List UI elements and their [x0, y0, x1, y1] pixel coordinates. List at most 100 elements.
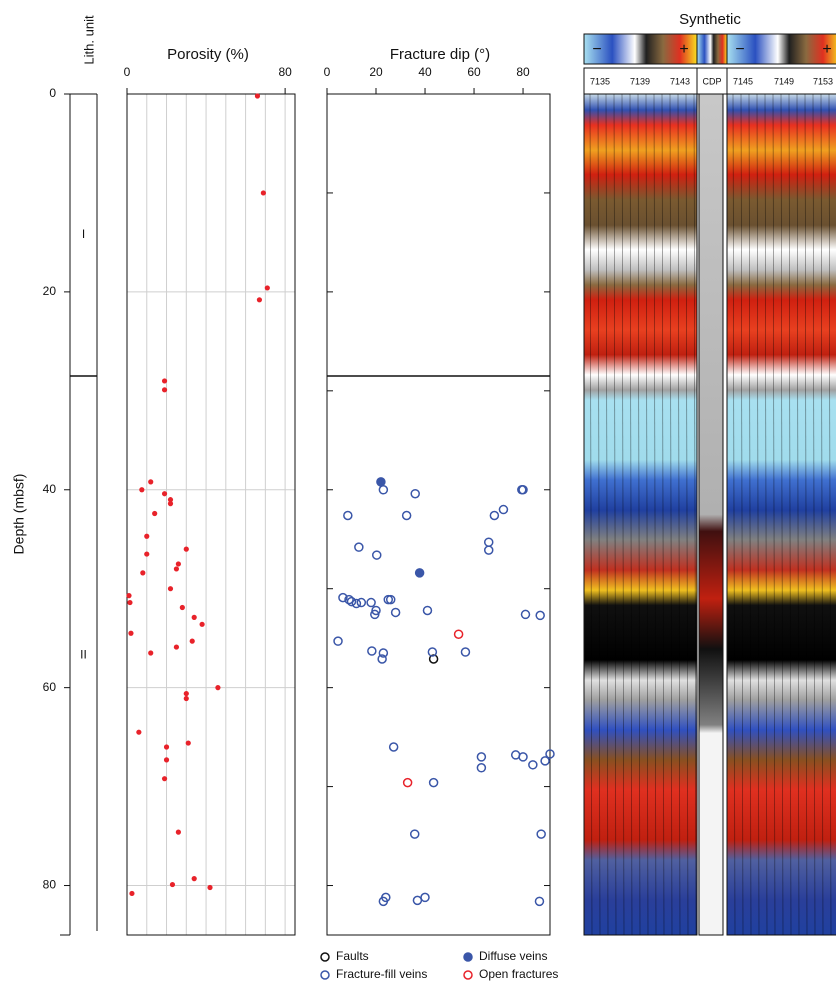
fracture-point — [416, 569, 424, 577]
synthetic-panel: Synthetic − + − + 7135 7139 7143 CDP 714… — [584, 11, 836, 935]
porosity-point — [128, 631, 133, 636]
legend-label: Fracture-fill veins — [336, 967, 427, 981]
fracture-point — [485, 546, 493, 554]
porosity-point — [152, 511, 157, 516]
x-tick-label: 60 — [467, 65, 481, 79]
seismic-section — [584, 94, 697, 935]
porosity-point — [190, 639, 195, 644]
legend-label: Faults — [336, 949, 369, 963]
fracture-point — [477, 764, 485, 772]
porosity-point — [184, 696, 189, 701]
x-tick-label: 80 — [278, 65, 292, 79]
fracture-point — [344, 511, 352, 519]
y-tick-label: 40 — [43, 482, 57, 496]
fracture-point — [423, 606, 431, 614]
fracture-point — [403, 511, 411, 519]
minus-label: − — [735, 41, 744, 58]
porosity-point — [174, 566, 179, 571]
porosity-point — [255, 93, 260, 98]
legend-label: Diffuse veins — [479, 949, 547, 963]
fracture-point — [392, 608, 400, 616]
porosity-point — [144, 551, 149, 556]
porosity-point — [174, 644, 179, 649]
porosity-point — [136, 730, 141, 735]
plot-frame — [327, 94, 550, 935]
fracture-point — [455, 630, 463, 638]
fracture-point — [536, 611, 544, 619]
porosity-point — [184, 547, 189, 552]
unit-label: I — [82, 227, 85, 241]
trace-label: 7153 — [813, 76, 833, 86]
porosity-point — [126, 593, 131, 598]
fracture-point — [357, 599, 365, 607]
x-tick-label: 0 — [124, 65, 131, 79]
fracture-point — [390, 743, 398, 751]
porosity-point — [192, 615, 197, 620]
porosity-point — [162, 776, 167, 781]
trace-label: 7149 — [774, 76, 794, 86]
x-tick-label: 20 — [369, 65, 383, 79]
plot-frame — [127, 94, 295, 935]
fracture-point — [348, 598, 356, 606]
fracture-point — [368, 647, 376, 655]
cdp-label: CDP — [702, 76, 721, 86]
porosity-point — [170, 882, 175, 887]
fracture-point — [379, 486, 387, 494]
minus-label: − — [592, 41, 601, 58]
porosity-point — [164, 757, 169, 762]
fracture-point — [461, 648, 469, 656]
porosity-point — [162, 378, 167, 383]
fracture-point — [373, 551, 381, 559]
plus-label: + — [679, 41, 688, 58]
porosity-point — [162, 387, 167, 392]
legend-marker — [321, 953, 329, 961]
fracture-point — [367, 599, 375, 607]
y-axis-label: Depth (mbsf) — [11, 474, 27, 555]
trace-label: 7135 — [590, 76, 610, 86]
porosity-point — [192, 876, 197, 881]
trace-label: 7139 — [630, 76, 650, 86]
porosity-point — [265, 285, 270, 290]
porosity-point — [168, 501, 173, 506]
porosity-point — [261, 190, 266, 195]
synthetic-title: Synthetic — [679, 11, 741, 28]
porosity-point — [162, 491, 167, 496]
legend-marker — [464, 953, 472, 961]
porosity-point — [164, 744, 169, 749]
panel-title: Porosity (%) — [167, 46, 249, 63]
y-tick-label: 20 — [43, 284, 57, 298]
porosity-point — [144, 534, 149, 539]
porosity-point — [186, 740, 191, 745]
fracture-point — [411, 490, 419, 498]
figure: Synthetic − + − + 7135 7139 7143 CDP 714… — [0, 0, 836, 981]
porosity-point — [180, 605, 185, 610]
fracture-point — [519, 753, 527, 761]
x-tick-label: 40 — [418, 65, 432, 79]
porosity-point — [176, 561, 181, 566]
fracture-point — [521, 610, 529, 618]
y-tick-label: 60 — [43, 680, 57, 694]
fracture-point — [355, 543, 363, 551]
trace-label: 7145 — [733, 76, 753, 86]
fracture-point — [535, 897, 543, 905]
porosity-point — [148, 650, 153, 655]
panel-title: Fracture dip (°) — [390, 46, 490, 63]
y-tick-label: 0 — [49, 86, 56, 100]
porosity-point — [148, 479, 153, 484]
plots: 020406080IIILith. unitDepth (mbsf)Porosi… — [11, 15, 559, 981]
fracture-point — [499, 506, 507, 514]
fracture-point — [485, 538, 493, 546]
porosity-point — [257, 297, 262, 302]
porosity-point — [207, 885, 212, 890]
y-tick-label: 80 — [43, 878, 57, 892]
fracture-point — [411, 830, 419, 838]
porosity-point — [184, 691, 189, 696]
fracture-point — [404, 779, 412, 787]
porosity-point — [140, 570, 145, 575]
fracture-point — [430, 779, 438, 787]
x-tick-label: 80 — [516, 65, 530, 79]
fracture-point — [334, 637, 342, 645]
legend-marker — [321, 971, 329, 979]
porosity-point — [200, 622, 205, 627]
legend-label: Open fractures — [479, 967, 558, 981]
